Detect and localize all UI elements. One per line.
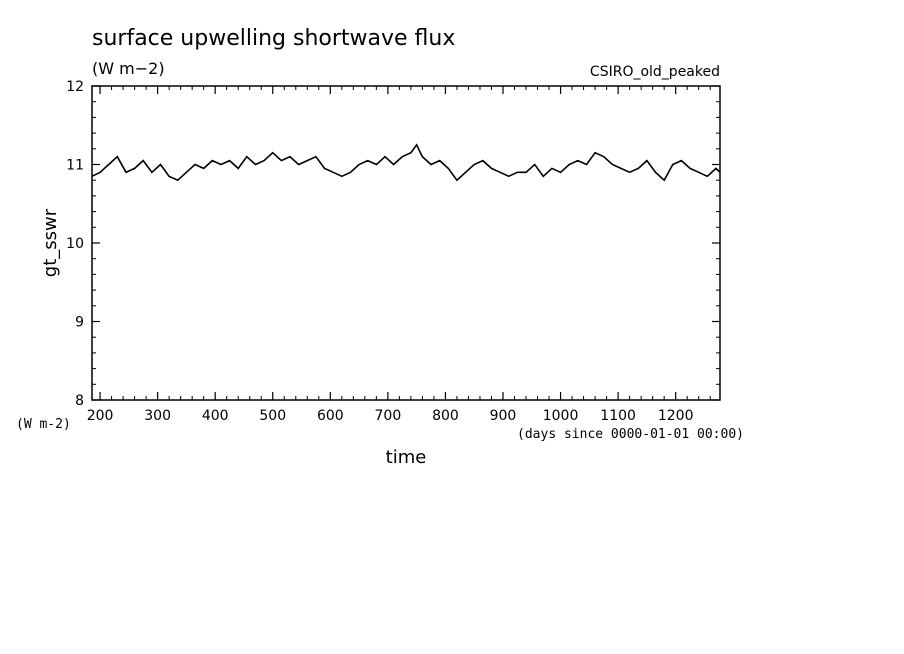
x-tick-label-10: 1200	[658, 408, 694, 424]
x-axis: 200 300 400 500 600 700 800 900 1000 1100 1200	[87, 86, 694, 424]
y-axis: 8 9 10 11 12	[66, 79, 720, 409]
x-tick-label-7: 900	[490, 408, 517, 424]
plot-frame	[91, 85, 721, 401]
y-tick-label-1: 9	[75, 315, 84, 331]
y-tick-label-4: 12	[66, 79, 84, 95]
y-tick-label-3: 11	[66, 158, 84, 174]
chart-title: surface upwelling shortwave flux	[92, 26, 455, 51]
series-line	[91, 143, 721, 182]
x-tick-label-0: 200	[87, 408, 114, 424]
x-tick-label-6: 800	[432, 408, 459, 424]
x-tick-label-4: 600	[317, 408, 344, 424]
x-tick-label-8: 1000	[543, 408, 579, 424]
minor-ticks	[92, 86, 720, 400]
x-units-label: (days since 0000-01-01 00:00)	[517, 427, 744, 442]
x-tick-label-9: 1100	[600, 408, 636, 424]
y-units-label: (W m-2)	[16, 417, 71, 432]
x-tick-label-3: 500	[259, 408, 286, 424]
x-tick-label-1: 300	[144, 408, 171, 424]
source-label: CSIRO_old_peaked	[590, 64, 720, 80]
y-tick-label-0: 8	[75, 393, 84, 409]
x-tick-label-2: 400	[202, 408, 229, 424]
x-axis-label: time	[386, 447, 427, 468]
x-tick-label-5: 700	[375, 408, 402, 424]
y-axis-label: gt_sswr	[40, 208, 61, 277]
chart-units: (W m−2)	[92, 59, 165, 78]
y-tick-label-2: 10	[66, 236, 84, 252]
